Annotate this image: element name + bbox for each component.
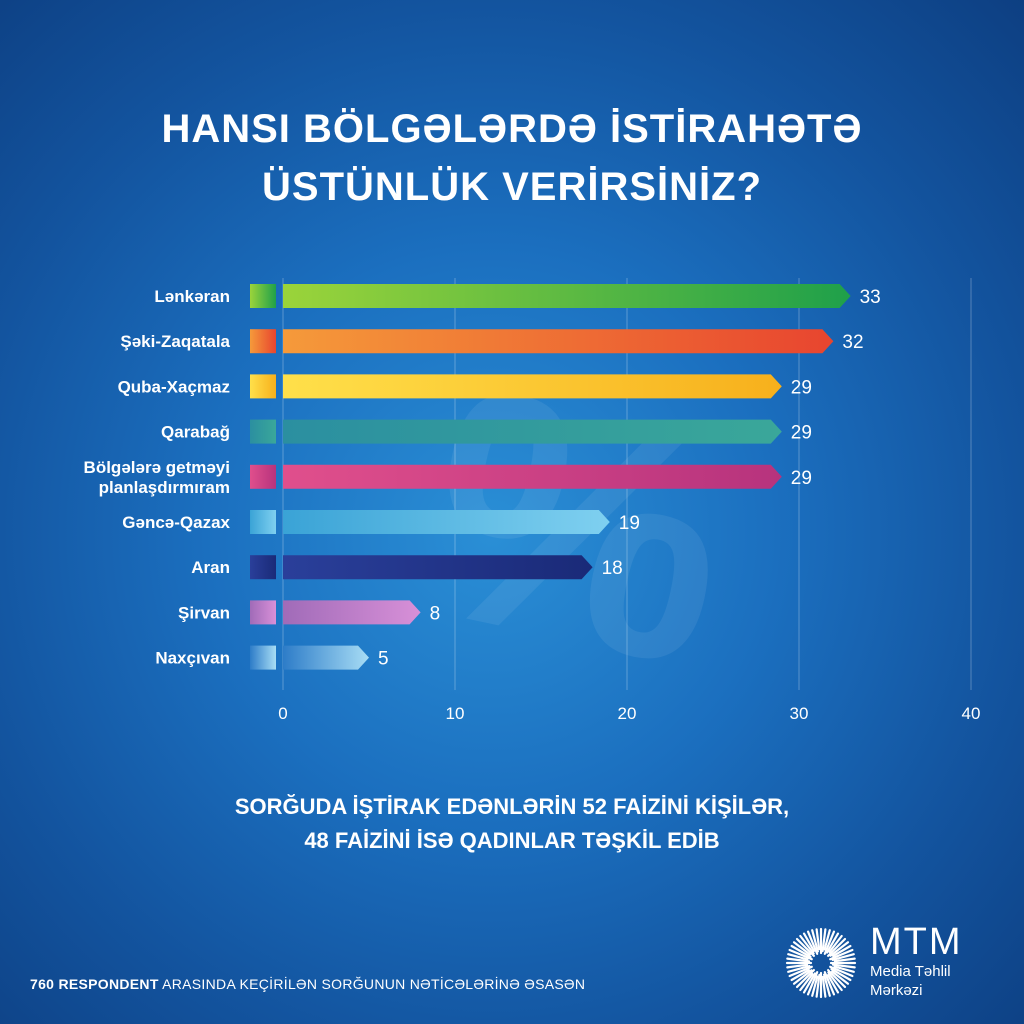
bar-8 — [283, 645, 369, 670]
x-tick-label: 40 — [962, 704, 981, 723]
survey-note: SORĞUDA İŞTİRAK EDƏNLƏRİN 52 FAİZİNİ KİŞ… — [0, 790, 1024, 858]
chart-title-line-2: ÜSTÜNLÜK VERİRSİNİZ? — [262, 165, 762, 209]
bar-stub — [250, 464, 276, 489]
bar-1 — [283, 329, 834, 354]
x-tick-label: 10 — [446, 704, 465, 723]
category-label: Şəki-Zaqatala — [120, 332, 230, 351]
bar-stub — [250, 284, 276, 308]
chart-category-labels: Lənkəran Şəki-Zaqatala Quba-Xaçmaz Qarabağ B… — [84, 287, 231, 668]
bar-5 — [283, 510, 610, 534]
bar-stub — [250, 645, 276, 670]
bar-value-label: 33 — [860, 287, 881, 308]
bar-value-label: 19 — [619, 513, 640, 534]
mtm-logo-icon — [785, 927, 857, 999]
category-label: Aran — [191, 558, 230, 577]
logo-subtitle-line-1: Media Təhlil — [870, 963, 951, 980]
logo-brand: MTM — [870, 921, 963, 963]
chart-bars: 33 32 29 29 29 19 18 8 5 — [250, 284, 881, 670]
bar-7 — [283, 600, 421, 625]
category-label: Bölgələrə getməyi planlaşdırmıram — [84, 458, 230, 497]
bar-value-label: 29 — [791, 468, 812, 489]
x-tick-label: 20 — [618, 704, 637, 723]
bar-stub — [250, 329, 276, 354]
bar-stub — [250, 374, 276, 399]
bar-value-label: 29 — [791, 377, 812, 398]
x-tick-label: 0 — [278, 704, 287, 723]
bar-2 — [283, 374, 782, 399]
bar-stub — [250, 600, 276, 625]
chart-title: HANSI BÖLGƏLƏRDƏ İSTİRAHƏTƏ ÜSTÜNLÜK VER… — [0, 100, 1024, 216]
bar-value-label: 18 — [602, 558, 623, 579]
bar-value-label: 8 — [430, 603, 441, 624]
category-label: Quba-Xaçmaz — [118, 377, 230, 396]
footer-respondents: 760 RESPONDENT — [30, 976, 159, 992]
category-label: Qarabağ — [161, 423, 230, 442]
bar-stub — [250, 419, 276, 444]
bar-value-label: 29 — [791, 423, 812, 444]
chart-title-line-1: HANSI BÖLGƏLƏRDƏ İSTİRAHƏTƏ — [161, 107, 863, 151]
bar-3 — [283, 419, 782, 444]
mtm-logo: MTM Media Təhlil Mərkəzi — [870, 922, 963, 1000]
x-tick-label: 30 — [790, 704, 809, 723]
category-label: Lənkəran — [154, 287, 230, 306]
survey-note-line-1: SORĞUDA İŞTİRAK EDƏNLƏRİN 52 FAİZİNİ KİŞ… — [234, 794, 790, 819]
bar-4 — [283, 464, 782, 489]
survey-note-line-2: 48 FAİZİNİ İSƏ QADINLAR TƏŞKİL EDİB — [304, 828, 720, 853]
bar-value-label: 32 — [842, 332, 863, 353]
bar-0 — [283, 284, 851, 308]
category-label: Şirvan — [178, 603, 230, 622]
bar-stub — [250, 555, 276, 580]
footer-source: 760 RESPONDENT ARASINDA KEÇİRİLƏN SORĞUN… — [30, 976, 585, 992]
logo-subtitle-line-2: Mərkəzi — [870, 982, 923, 999]
chart-x-ticks: 0 10 20 30 40 — [278, 704, 980, 723]
category-label: Gəncə-Qazax — [122, 513, 230, 532]
category-label: Naxçıvan — [155, 649, 230, 668]
footer-source-text: ARASINDA KEÇİRİLƏN SORĞUNUN NƏTİCƏLƏRİNƏ… — [162, 976, 586, 992]
bar-6 — [283, 555, 593, 580]
bar-value-label: 5 — [378, 649, 389, 670]
bar-stub — [250, 510, 276, 534]
